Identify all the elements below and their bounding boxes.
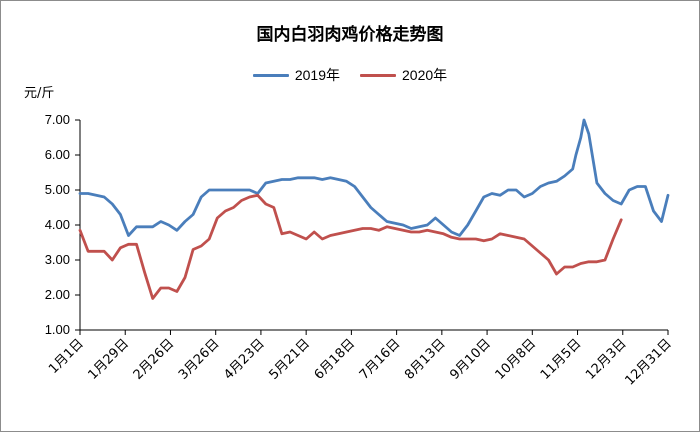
x-tick-label: 5月21日: [266, 336, 313, 383]
x-tick-label: 11月5日: [538, 336, 585, 383]
y-tick-label: 6.00: [45, 147, 70, 162]
y-tick-label: 2.00: [45, 287, 70, 302]
legend-item-2019: 2019年: [252, 65, 340, 85]
legend-swatch-2020: [360, 73, 396, 77]
legend-item-2020: 2020年: [360, 65, 447, 85]
y-tick-label: 7.00: [45, 112, 70, 127]
y-tick-label: 5.00: [45, 182, 70, 197]
x-tick-label: 6月18日: [312, 336, 359, 383]
y-tick-label: 4.00: [45, 217, 70, 232]
x-tick-label: 4月23日: [221, 336, 268, 383]
x-tick-label: 8月13日: [402, 336, 449, 383]
x-tick-label: 1月1日: [46, 336, 87, 377]
legend: 2019年 2020年: [0, 65, 700, 85]
chart-title: 国内白羽肉鸡价格走势图: [256, 25, 444, 45]
y-tick-label: 3.00: [45, 252, 70, 267]
legend-label-2020: 2020年: [402, 67, 448, 83]
x-tick-label: 9月10日: [447, 336, 494, 383]
x-tick-label: 7月16日: [357, 336, 404, 383]
x-tick-label: 12月31日: [622, 336, 674, 388]
x-tick-label: 12月3日: [583, 336, 630, 383]
y-tick-label: 1.00: [45, 322, 70, 337]
series-line-2019: [78, 118, 670, 237]
x-tick-label: 1月29日: [86, 336, 133, 383]
x-tick-label: 10月8日: [493, 336, 540, 383]
legend-label-2019: 2019年: [294, 67, 340, 83]
series-line-2020: [78, 193, 623, 300]
x-tick-label: 3月26日: [176, 336, 223, 383]
legend-swatch-2019: [252, 73, 289, 77]
x-tick-label: 2月26日: [131, 336, 178, 383]
y-axis-unit-label: 元/斤: [24, 86, 55, 101]
